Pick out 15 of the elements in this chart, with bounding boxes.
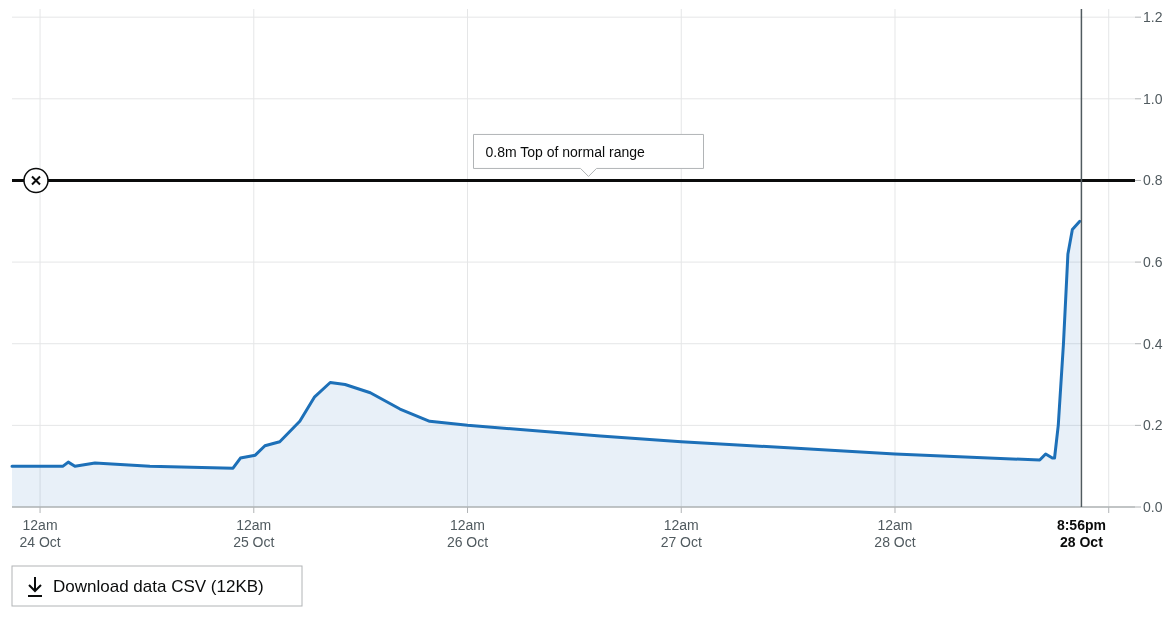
text: Download data CSV (12KB) — [53, 577, 264, 596]
y-tick-label: 0.8 — [1143, 172, 1163, 189]
y-tick-label: 0.0 — [1143, 499, 1163, 515]
x-tick-label: 12am 28 Oct — [874, 517, 916, 550]
x-tick-label: 12am 26 Oct — [446, 517, 489, 550]
ref-line-label: 0.8m Top of normal range — [485, 144, 645, 161]
y-tick-label: 0.6 — [1143, 254, 1163, 271]
ref-line-label: 8:56pm 28 Oct — [1056, 517, 1106, 550]
x-tick-label: 12am 27 Oct — [660, 517, 702, 550]
y-tick-label: 1.0 — [1143, 90, 1163, 107]
y-tick-label: 0.2 — [1143, 417, 1163, 434]
y-tick-label: 1.2 — [1143, 9, 1163, 26]
x-tick-label: 12am 25 Oct — [233, 517, 275, 550]
y-tick-label: 0.4 — [1143, 335, 1163, 352]
x-tick-label: 12am 24 Oct — [19, 517, 61, 550]
